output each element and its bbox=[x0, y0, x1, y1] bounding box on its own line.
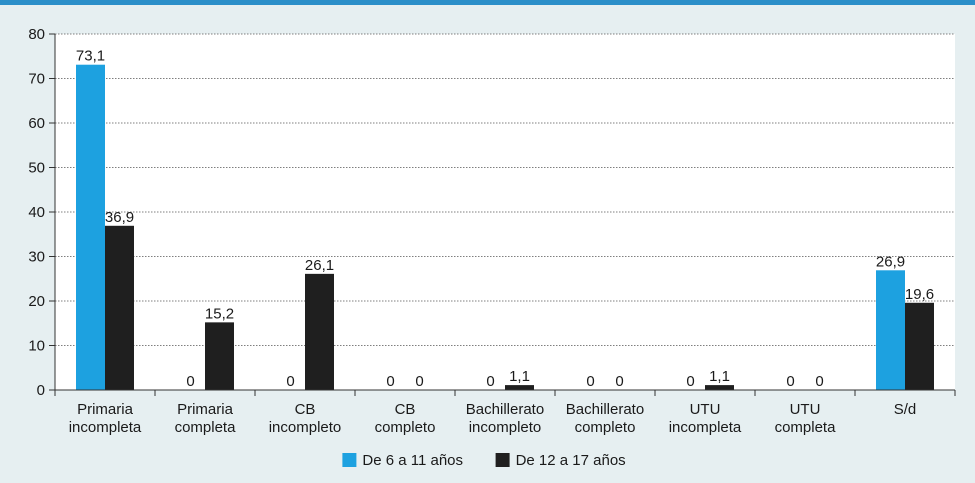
category-label: incompleta bbox=[69, 419, 142, 436]
data-label: 1,1 bbox=[709, 368, 730, 385]
data-label: 0 bbox=[415, 373, 423, 390]
bar bbox=[205, 322, 234, 390]
y-tick-label: 10 bbox=[28, 338, 45, 355]
legend-swatch bbox=[342, 453, 357, 467]
category-label: completo bbox=[575, 419, 636, 436]
category-label: Primaria bbox=[77, 401, 133, 418]
data-label: 73,1 bbox=[76, 48, 105, 65]
y-tick-label: 20 bbox=[28, 293, 45, 310]
y-tick-label: 80 bbox=[28, 26, 45, 43]
y-tick-label: 30 bbox=[28, 249, 45, 266]
category-label: completa bbox=[775, 419, 837, 436]
data-label: 0 bbox=[286, 373, 294, 390]
y-tick-label: 70 bbox=[28, 71, 45, 88]
y-tick-label: 40 bbox=[28, 204, 45, 221]
category-label: completa bbox=[175, 419, 237, 436]
category-label: UTU bbox=[690, 401, 721, 418]
category-label: Primaria bbox=[177, 401, 233, 418]
y-tick-label: 0 bbox=[37, 382, 45, 399]
data-label: 0 bbox=[486, 373, 494, 390]
bar bbox=[105, 225, 134, 390]
category-label: incompleto bbox=[469, 419, 542, 436]
bar bbox=[876, 270, 905, 390]
bar bbox=[305, 273, 334, 390]
category-label: CB bbox=[395, 401, 416, 418]
category-label: completo bbox=[375, 419, 436, 436]
y-tick-label: 50 bbox=[28, 160, 45, 177]
bar bbox=[705, 385, 734, 390]
legend-label: De 6 a 11 años bbox=[362, 452, 463, 469]
data-label: 26,9 bbox=[876, 253, 905, 270]
data-label: 0 bbox=[186, 373, 194, 390]
category-label: Bachillerato bbox=[466, 401, 544, 418]
data-label: 26,1 bbox=[305, 257, 334, 274]
data-label: 1,1 bbox=[509, 368, 530, 385]
top-accent-rule bbox=[0, 0, 975, 5]
bar bbox=[505, 385, 534, 390]
data-label: 0 bbox=[815, 373, 823, 390]
data-label: 0 bbox=[386, 373, 394, 390]
y-tick-label: 60 bbox=[28, 115, 45, 132]
data-label: 0 bbox=[615, 373, 623, 390]
category-label: incompleto bbox=[269, 419, 342, 436]
data-label: 36,9 bbox=[105, 209, 134, 226]
category-label: incompleta bbox=[669, 419, 742, 436]
data-label: 15,2 bbox=[205, 305, 234, 322]
data-label: 0 bbox=[686, 373, 694, 390]
legend-swatch bbox=[495, 453, 510, 467]
category-label: Bachillerato bbox=[566, 401, 644, 418]
bar bbox=[76, 64, 105, 390]
bar bbox=[905, 302, 934, 390]
legend-label: De 12 a 17 años bbox=[516, 452, 626, 469]
category-label: S/d bbox=[894, 401, 917, 418]
data-label: 0 bbox=[786, 373, 794, 390]
category-label: UTU bbox=[790, 401, 821, 418]
data-label: 0 bbox=[586, 373, 594, 390]
data-label: 19,6 bbox=[905, 286, 934, 303]
category-label: CB bbox=[295, 401, 316, 418]
